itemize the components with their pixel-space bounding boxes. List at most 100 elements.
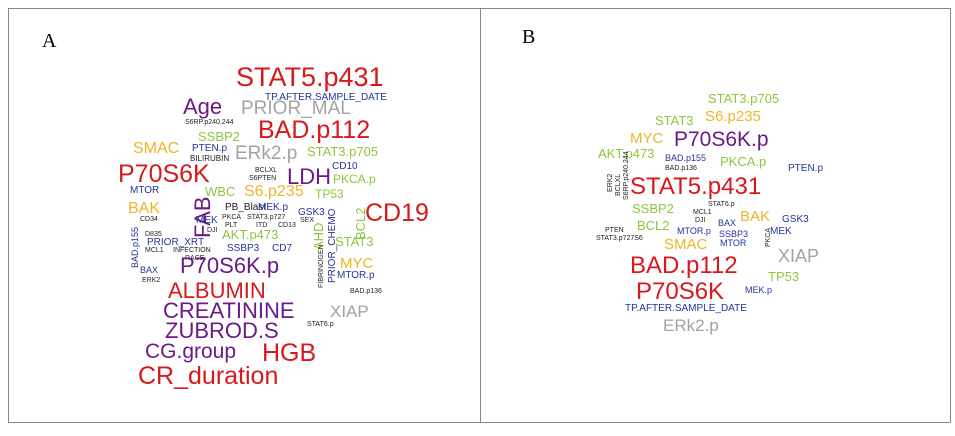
word: AHD <box>311 223 326 250</box>
word: MTOR <box>720 238 747 248</box>
word: S6PTEN <box>249 175 276 182</box>
word: PTEN <box>605 227 624 234</box>
word: BILIRUBIN <box>190 154 229 163</box>
word: AKT.p473 <box>598 146 654 161</box>
word: STAT3.p705 <box>708 91 779 106</box>
word: MTOR.p <box>337 270 375 281</box>
word: STAT3.p727S6 <box>596 235 643 242</box>
word: TP.AFTER.SAMPLE_DATE <box>265 92 387 103</box>
word: BAX <box>718 218 736 228</box>
word: SSBP3 <box>227 243 260 254</box>
word: XIAP <box>778 246 819 266</box>
word: MCL1 <box>693 209 712 216</box>
word: PRIOR_XRT <box>147 237 204 248</box>
word: ITD <box>256 222 267 229</box>
word: STAT3 <box>335 234 374 249</box>
panel-label: B <box>522 26 535 48</box>
word: GSK3 <box>298 207 325 218</box>
word: PKCA.p <box>333 172 376 186</box>
word: STAT3.p705 <box>307 144 378 159</box>
word: BCLXL <box>615 174 622 196</box>
word: BAD.p136 <box>350 288 382 295</box>
word: BAD.p155 <box>130 227 140 268</box>
word: SMAC <box>664 236 708 253</box>
word: FAB <box>190 196 215 238</box>
word: P70S6K <box>636 278 724 305</box>
word: INFECTION <box>173 247 211 254</box>
word: XIAP <box>330 302 369 321</box>
word: CR_duration <box>138 362 278 390</box>
frame <box>8 8 951 423</box>
word: MYC <box>630 130 664 147</box>
word: TP53 <box>315 187 344 201</box>
word: PRIOR_MAL <box>241 98 351 119</box>
word: MTOR.p <box>677 226 711 236</box>
word: PKCA.p <box>720 154 766 169</box>
word: MEK.p <box>258 202 288 213</box>
word: P70S6K.p <box>180 253 279 278</box>
word: BCL2 <box>637 218 670 233</box>
word: S6RP.p240.244 <box>623 151 630 200</box>
word: MYC <box>340 255 374 272</box>
word: ERK2 <box>607 174 614 192</box>
word: P70S6K.p <box>674 128 769 151</box>
word: DJI <box>695 217 706 224</box>
panel-label: A <box>42 30 57 52</box>
word: TP.AFTER.SAMPLE_DATE <box>625 303 747 314</box>
word: STAT5.p431 <box>630 173 761 200</box>
word: D835 <box>145 231 162 238</box>
word: SMAC <box>133 140 179 157</box>
word: BAX <box>140 265 158 275</box>
word: MCL1 <box>145 247 164 254</box>
word: S6RP.p240.244 <box>185 119 234 126</box>
word: CD19 <box>365 199 429 227</box>
word: BAD.p136 <box>665 165 697 172</box>
word: PTEN.p <box>788 163 823 174</box>
word: CD7 <box>272 243 292 254</box>
word: DJI <box>207 227 218 234</box>
word: TP53 <box>768 269 799 284</box>
word: PKCA <box>222 214 241 221</box>
word: CD13 <box>278 222 296 229</box>
word: Age <box>183 94 222 119</box>
word: MTOR <box>130 185 159 196</box>
word: BCLXL <box>255 167 277 174</box>
word: PTEN.p <box>192 143 227 154</box>
word: PLT <box>225 222 238 229</box>
word: BAD.p112 <box>258 116 370 144</box>
word: ERK2 <box>142 277 160 284</box>
word: CD34 <box>140 216 158 223</box>
word: STAT6.p <box>307 321 334 328</box>
word: SEX <box>300 217 314 224</box>
word: WBC <box>205 184 235 199</box>
word: S6.p235 <box>705 108 761 125</box>
word: MEK.p <box>745 285 772 295</box>
word: FIBRINOGEN <box>318 244 325 288</box>
word: MEK <box>770 226 792 237</box>
word: GSK3 <box>782 214 809 225</box>
word: PKCA <box>765 228 772 247</box>
word: CREATININE <box>163 298 295 323</box>
word: PRIOR_CHEMO <box>327 208 338 283</box>
word: ERk2.p <box>235 143 297 164</box>
word: STAT3.p727 <box>247 214 285 221</box>
word: ALBUMIN <box>168 278 266 303</box>
word: BAD.p155 <box>665 153 706 163</box>
word: P70S6K <box>118 160 210 188</box>
word: SSBP2 <box>198 129 240 144</box>
word: SSBP3 <box>719 229 748 239</box>
word: S6.p235 <box>244 183 304 200</box>
word: BAK <box>128 200 160 217</box>
word: STAT6.p <box>708 201 735 208</box>
word: CG.group <box>145 340 236 363</box>
word: ERk2.p <box>663 316 719 335</box>
word: MEK <box>196 215 218 226</box>
word: HGB <box>262 339 316 367</box>
word: BAD.p112 <box>630 252 738 279</box>
word: AKT.p473 <box>222 227 278 242</box>
word: STAT5.p431 <box>236 62 384 92</box>
word: STAT3 <box>655 113 694 128</box>
word: BCL2 <box>353 207 368 240</box>
